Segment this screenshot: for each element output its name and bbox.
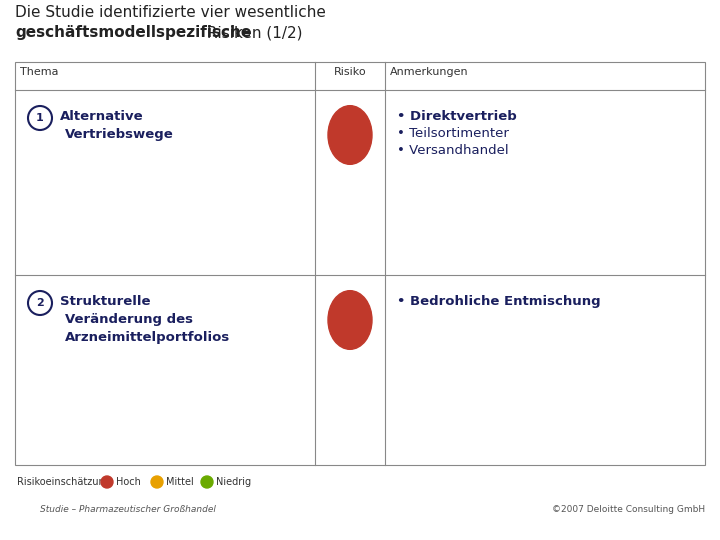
Text: Veränderung des: Veränderung des bbox=[65, 313, 193, 326]
Text: • Teilsortimenter: • Teilsortimenter bbox=[397, 127, 509, 140]
Text: • Versandhandel: • Versandhandel bbox=[397, 144, 508, 157]
Text: Hoch: Hoch bbox=[116, 477, 141, 487]
Text: • Direktvertrieb: • Direktvertrieb bbox=[397, 110, 517, 123]
Text: 1: 1 bbox=[36, 113, 44, 123]
Text: Vertriebswege: Vertriebswege bbox=[65, 128, 174, 141]
Text: 2: 2 bbox=[36, 298, 44, 308]
Circle shape bbox=[151, 476, 163, 488]
Text: Thema: Thema bbox=[20, 67, 58, 77]
Text: Arzneimittelportfolios: Arzneimittelportfolios bbox=[65, 331, 230, 344]
Text: Risiken (1/2): Risiken (1/2) bbox=[202, 25, 302, 40]
Text: Mittel: Mittel bbox=[166, 477, 194, 487]
Text: Studie – Pharmazeutischer Großhandel: Studie – Pharmazeutischer Großhandel bbox=[40, 505, 216, 515]
Text: Niedrig: Niedrig bbox=[216, 477, 251, 487]
Text: Strukturelle: Strukturelle bbox=[60, 295, 150, 308]
Text: Die Studie identifizierte vier wesentliche: Die Studie identifizierte vier wesentlic… bbox=[15, 5, 326, 20]
Text: • Bedrohliche Entmischung: • Bedrohliche Entmischung bbox=[397, 295, 600, 308]
Bar bbox=[15, 62, 705, 465]
Text: Risiko: Risiko bbox=[333, 67, 366, 77]
Text: Risikoeinschätzung:: Risikoeinschätzung: bbox=[17, 477, 114, 487]
Text: Anmerkungen: Anmerkungen bbox=[390, 67, 469, 77]
Circle shape bbox=[28, 106, 52, 130]
Text: geschäftsmodellspezifische: geschäftsmodellspezifische bbox=[15, 25, 251, 40]
Ellipse shape bbox=[328, 291, 372, 349]
Circle shape bbox=[101, 476, 113, 488]
Text: Alternative: Alternative bbox=[60, 110, 143, 123]
Circle shape bbox=[201, 476, 213, 488]
Text: ©2007 Deloitte Consulting GmbH: ©2007 Deloitte Consulting GmbH bbox=[552, 505, 705, 515]
Circle shape bbox=[28, 291, 52, 315]
Ellipse shape bbox=[328, 106, 372, 164]
